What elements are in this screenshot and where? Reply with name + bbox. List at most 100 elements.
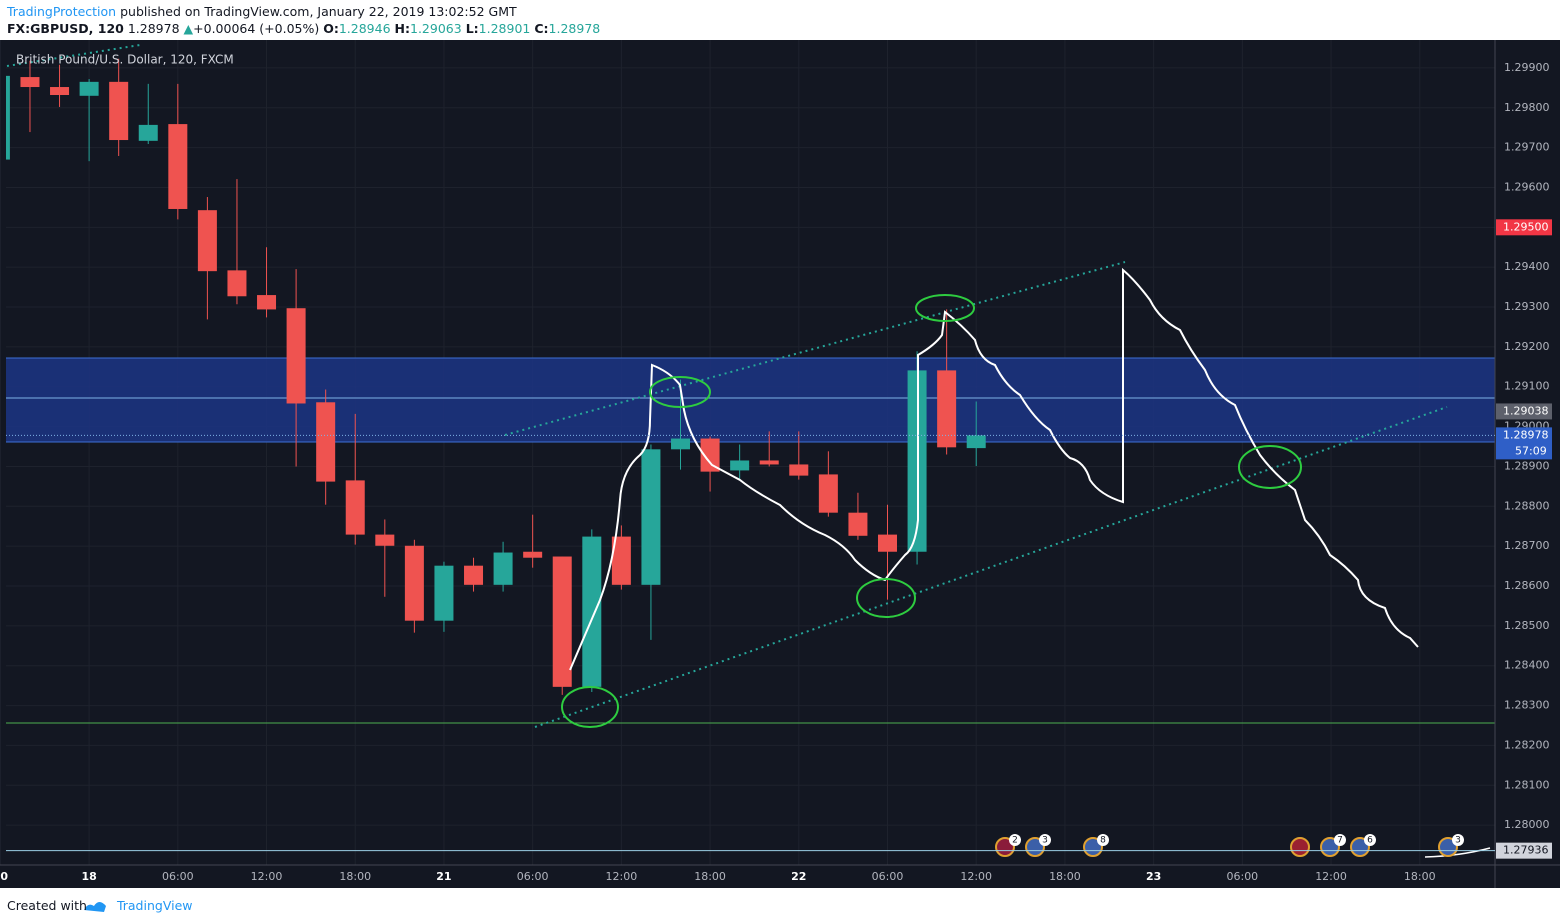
event-icon[interactable] (1320, 837, 1340, 857)
event-badge (1364, 834, 1376, 846)
price-label: 1.27936 (1503, 844, 1549, 857)
event-count: 2 (1012, 836, 1018, 846)
price-label: 1.28978 (1503, 428, 1549, 441)
event-icon[interactable] (995, 837, 1015, 857)
event-icon[interactable] (1350, 837, 1370, 857)
annotations (561, 267, 1491, 858)
candle-body (700, 438, 720, 472)
x-tick-label: 12:00 (251, 870, 283, 883)
publish-line: TradingProtection published on TradingVi… (7, 4, 517, 19)
candle-body (671, 438, 691, 450)
event-badge (1097, 834, 1109, 846)
highlight (915, 294, 975, 322)
candle-body (375, 534, 395, 546)
event-count: 3 (1042, 836, 1048, 846)
event-badge (1452, 834, 1464, 846)
o: 1.28946 (338, 21, 391, 36)
price-box (1496, 219, 1552, 236)
y-tick-label: 1.28300 (1504, 699, 1550, 712)
event-icons: 2 3 8 7 6 3 (995, 834, 1464, 857)
c-label: C: (534, 21, 549, 36)
author[interactable]: TradingProtection (7, 4, 117, 19)
y-tick-label: 1.28100 (1504, 778, 1550, 791)
x-tick-label: 18:00 (1404, 870, 1436, 883)
candle-body (937, 370, 957, 448)
h-label: H: (394, 21, 410, 36)
candle-body (404, 545, 424, 621)
candle-body (345, 480, 365, 535)
candle-body (20, 77, 40, 88)
candle-body (611, 536, 631, 585)
brand[interactable]: TradingView (116, 898, 193, 913)
x-tick-label: 18 (81, 870, 96, 883)
candle-body (759, 460, 779, 465)
candle-body (197, 210, 217, 272)
price-box (1496, 427, 1552, 460)
event-badge (1039, 834, 1051, 846)
c: 1.28978 (548, 21, 601, 36)
event-badge (1334, 834, 1346, 846)
highlight (649, 376, 711, 408)
y-tick-label: 1.28200 (1504, 738, 1550, 751)
x-tick-label: 00 (0, 870, 8, 883)
l-label: L: (465, 21, 479, 36)
price-label: 1.29038 (1503, 404, 1549, 417)
quote-line: FX:GBPUSD, 120 1.28978 ▲+0.00064 (+0.05%… (7, 21, 600, 36)
candle-body (79, 81, 99, 96)
x-tick-label: 18:00 (339, 870, 371, 883)
created: Created with (7, 898, 87, 913)
zone (6, 358, 1495, 442)
candle-body (878, 534, 897, 552)
event-icon[interactable] (1083, 837, 1103, 857)
drawings (6, 44, 1495, 728)
l: 1.28901 (478, 21, 531, 36)
x-tick-label: 21 (436, 870, 451, 883)
candle-body (109, 81, 129, 141)
candle-body (523, 551, 543, 558)
candle-body (848, 512, 868, 536)
change: +0.00064 (+0.05%) (193, 21, 320, 36)
y-tick-label: 1.29200 (1504, 340, 1550, 353)
candle-body (966, 435, 986, 449)
countdown: 57:09 (1515, 444, 1547, 457)
y-tick-label: 1.28900 (1504, 459, 1550, 472)
event-icon[interactable] (1290, 837, 1310, 857)
x-tick-label: 18:00 (1049, 870, 1081, 883)
highlight (1238, 445, 1302, 489)
event-icon[interactable] (1438, 837, 1458, 857)
candle-body (818, 474, 838, 513)
y-tick-label: 1.29400 (1504, 260, 1550, 273)
candles (6, 58, 986, 695)
candle-body (138, 124, 158, 141)
x-tick-label: 12:00 (1315, 870, 1347, 883)
y-tick-label: 1.28800 (1504, 499, 1550, 512)
candle-body (434, 565, 454, 621)
x-tick-label: 12:00 (960, 870, 992, 883)
y-tick-label: 1.28000 (1504, 818, 1550, 831)
h: 1.29063 (410, 21, 462, 36)
x-tick-label: 22 (791, 870, 806, 883)
candle-body (227, 270, 247, 297)
symbol: FX:GBPUSD, 120 (7, 21, 124, 36)
event-count: 7 (1337, 836, 1343, 846)
x-tick-label: 06:00 (872, 870, 904, 883)
event-count: 8 (1100, 836, 1106, 846)
highlight (561, 686, 619, 728)
event-badge (1009, 834, 1021, 846)
projection-path (569, 267, 1419, 671)
y-tick-label: 1.29700 (1504, 141, 1550, 154)
x-tick-label: 06:00 (517, 870, 549, 883)
price-label: 1.29500 (1503, 220, 1549, 233)
candle-body (316, 402, 336, 482)
y-tick-label: 1.28700 (1504, 539, 1550, 552)
last: 1.28978 (127, 21, 180, 36)
symbol-title: British Pound/U.S. Dollar, 120, FXCM (16, 53, 234, 67)
trend-line (534, 406, 1448, 728)
event-count: 6 (1367, 836, 1373, 846)
axes: 1.28000 1.28100 1.28200 1.28300 1.28400 1.285… (0, 40, 1560, 888)
x-tick-label: 23 (1146, 870, 1161, 883)
event-icon[interactable] (1025, 837, 1045, 857)
chart-background (0, 40, 1560, 888)
y-tick-label: 1.29100 (1504, 380, 1550, 393)
candle-body (286, 308, 306, 404)
